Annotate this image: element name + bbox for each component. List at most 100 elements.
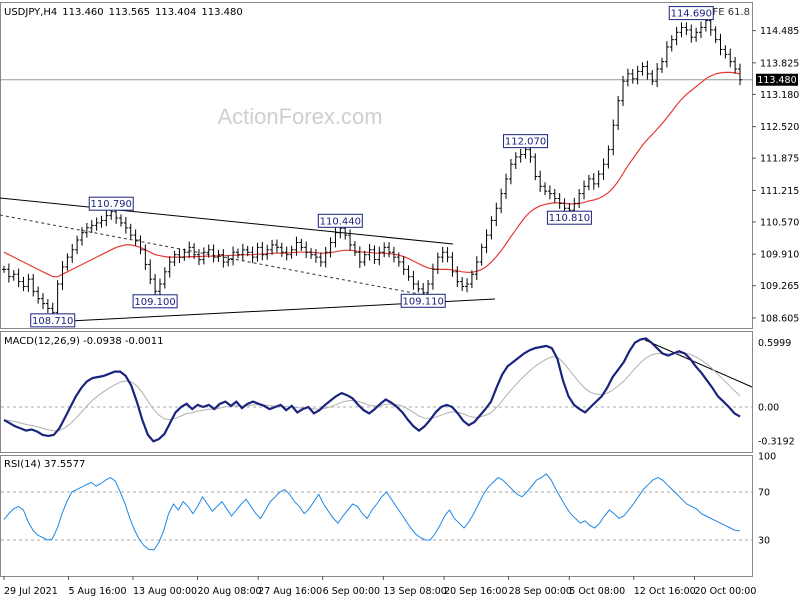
price-bar — [582, 180, 587, 200]
price-bar — [382, 242, 387, 258]
price-bar — [440, 246, 445, 263]
price-bar — [596, 170, 601, 188]
price-bar — [689, 24, 694, 43]
price-bar — [79, 227, 84, 246]
price-bar — [616, 95, 621, 130]
rsi-header: RSI(14) 37.5577 — [4, 459, 85, 470]
price-bar — [547, 185, 552, 200]
price-bar — [518, 148, 523, 163]
time-tick-label: 5 Oct 08:00 — [569, 586, 625, 597]
price-bar — [245, 245, 250, 257]
macd-tick-label: 0.5999 — [758, 338, 791, 349]
price-bar — [450, 252, 455, 277]
price-bar — [231, 246, 236, 266]
rsi-panel-frame — [0, 455, 753, 577]
time-tick-label: 5 Aug 16:00 — [68, 586, 126, 597]
price-bar — [294, 236, 299, 256]
price-bar — [138, 235, 143, 255]
price-bar — [201, 247, 206, 265]
time-tick-label: 13 Sep 08:00 — [383, 586, 446, 597]
price-bar — [196, 249, 201, 266]
price-bar — [552, 189, 557, 204]
time-tick-label: 20 Aug 08:00 — [197, 586, 261, 597]
price-bar — [167, 256, 172, 278]
price-bar — [65, 253, 70, 271]
price-bar — [738, 63, 742, 86]
price-bar — [26, 273, 31, 292]
price-bar — [172, 250, 177, 266]
price-bar — [484, 229, 489, 254]
price-bar — [206, 244, 211, 258]
price-bar — [362, 250, 367, 266]
price-bar — [508, 158, 513, 185]
price-bar — [177, 248, 182, 263]
time-tick-label: 20 Sep 16:00 — [444, 586, 507, 597]
price-bar — [669, 35, 674, 52]
price-bar — [694, 27, 699, 42]
price-annotation: 109.110 — [400, 293, 446, 308]
price-bar — [118, 214, 123, 227]
watermark: ActionForex.com — [217, 104, 382, 129]
price-bar — [635, 65, 640, 85]
price-bar — [465, 278, 470, 293]
rsi-tick-label: 30 — [758, 536, 770, 547]
price-annotation: 109.100 — [132, 294, 178, 309]
price-bar — [664, 41, 669, 68]
price-bar — [411, 270, 416, 290]
price-bar — [40, 293, 45, 310]
price-bar — [99, 215, 104, 228]
price-bar — [6, 263, 11, 283]
price-tick-label: 109.265 — [760, 281, 799, 292]
price-bar — [533, 153, 538, 181]
price-tick-label: 111.875 — [760, 154, 799, 165]
price-bar — [577, 189, 582, 208]
rsi-levels — [1, 491, 752, 541]
price-bar — [235, 248, 240, 259]
price-tick-label: 113.825 — [760, 58, 799, 69]
current-price-label: 113.480 — [757, 75, 796, 86]
time-axis: 29 Jul 2021 5 Aug 16:00 13 Aug 00:00 20 Aug… — [3, 576, 756, 597]
price-bar — [455, 266, 460, 288]
price-bar — [699, 21, 704, 39]
price-axis: 114.485 113.825 113.180 112.520 111.875 111.2… — [752, 26, 799, 324]
price-bar — [192, 243, 197, 259]
time-tick-label: 6 Sep 00:00 — [323, 586, 380, 597]
macd-tick-label: 0.00 — [758, 403, 779, 414]
price-bar — [557, 193, 562, 209]
current-price-marker: 113.480 — [756, 73, 798, 86]
price-bar — [274, 239, 279, 253]
price-bar — [123, 217, 128, 234]
price-bar — [187, 241, 192, 259]
price-bar — [372, 245, 377, 264]
price-annotation-label: 110.790 — [91, 199, 132, 210]
price-bar — [284, 246, 289, 261]
price-bar — [162, 267, 167, 289]
rsi-axis: 100 70 30 — [758, 452, 776, 547]
moving-average-line — [3, 71, 741, 278]
price-bar — [679, 22, 684, 38]
price-bar — [304, 241, 309, 259]
price-bar — [279, 242, 284, 257]
price-bar — [16, 268, 21, 288]
price-bar — [645, 60, 650, 80]
price-bar — [367, 244, 372, 261]
price-annotation: 112.070 — [503, 134, 549, 149]
price-tick-label: 108.605 — [760, 313, 799, 324]
price-bar — [494, 202, 499, 227]
price-bar — [309, 248, 314, 259]
macd-signal-line — [3, 352, 741, 432]
price-annotation-label: 110.810 — [549, 213, 590, 224]
price-bar — [489, 216, 494, 240]
macd-panel: MACD(12,26,9) -0.0938 -0.0011 0.5999 0.00… — [0, 331, 795, 453]
price-bar — [357, 246, 362, 268]
price-bar — [70, 244, 75, 263]
price-bar — [94, 217, 99, 231]
price-bar — [270, 239, 275, 255]
price-bars — [2, 14, 742, 319]
price-bar — [391, 246, 396, 263]
price-bar — [313, 249, 318, 263]
price-bar — [674, 26, 679, 46]
time-tick-label: 13 Aug 00:00 — [133, 586, 197, 597]
price-bar — [396, 252, 401, 267]
trendline-upper — [0, 197, 454, 245]
